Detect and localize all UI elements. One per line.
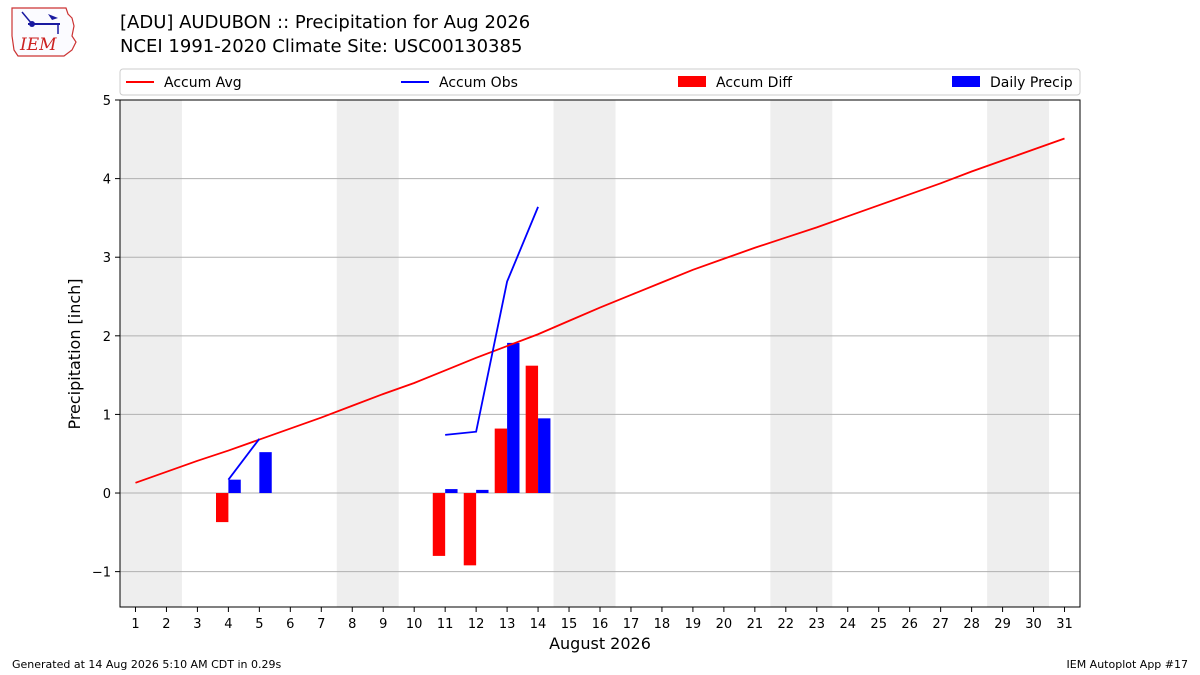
x-tick-label: 27	[932, 617, 949, 632]
footer-generated: Generated at 14 Aug 2026 5:10 AM CDT in …	[12, 658, 282, 671]
accum-obs-line	[445, 206, 539, 436]
daily-precip-bar	[476, 489, 489, 494]
accum-diff-bar	[525, 365, 539, 494]
iem-logo: IEM	[8, 6, 80, 62]
footer-app: IEM Autoplot App #17	[1066, 658, 1189, 671]
legend-swatch-accum-diff	[678, 76, 706, 87]
accum-diff-bar	[463, 493, 477, 566]
x-tick-label: 20	[716, 617, 733, 632]
accum-obs-line	[227, 438, 261, 481]
accum-avg-line	[135, 137, 1065, 484]
x-tick-label: 3	[193, 617, 201, 632]
y-tick-label: 0	[103, 487, 111, 502]
weekend-band	[770, 100, 833, 607]
y-tick-label: 4	[103, 173, 111, 188]
x-tick-label: 1	[131, 617, 139, 632]
chart-subtitle: NCEI 1991-2020 Climate Site: USC00130385	[120, 36, 523, 57]
legend-swatch-daily-precip	[952, 76, 980, 87]
x-tick-label: 18	[654, 617, 671, 632]
x-axis-label: August 2026	[549, 634, 651, 653]
daily-precip-bar	[445, 489, 458, 494]
legend-label: Accum Obs	[439, 75, 518, 91]
legend-label: Accum Avg	[164, 75, 242, 91]
legend: Accum Avg Accum Obs Accum Diff Daily Precip	[119, 68, 1081, 96]
x-tick-label: 22	[778, 617, 795, 632]
x-tick-label: 17	[623, 617, 640, 632]
x-tick-label: 14	[530, 617, 547, 632]
x-tick-label: 23	[809, 617, 826, 632]
x-tick-label: 26	[901, 617, 918, 632]
weekend-band	[120, 100, 182, 607]
x-tick-label: 24	[839, 617, 856, 632]
x-tick-label: 7	[317, 617, 325, 632]
accum-diff-bar	[216, 493, 229, 523]
chart-title: [ADU] AUDUBON :: Precipitation for Aug 2…	[120, 12, 531, 33]
x-tick-label: 10	[406, 617, 423, 632]
x-tick-label: 30	[1025, 617, 1042, 632]
x-tick-label: 8	[348, 617, 356, 632]
x-tick-label: 28	[963, 617, 980, 632]
x-tick-label: 29	[994, 617, 1011, 632]
x-tick-label: 5	[255, 617, 263, 632]
y-tick-label: 5	[103, 94, 111, 109]
legend-box	[119, 68, 1081, 96]
x-tick-label: 25	[870, 617, 887, 632]
x-tick-label: 9	[379, 617, 387, 632]
y-tick-label: 3	[103, 251, 111, 266]
y-axis-label: Precipitation [inch]	[65, 278, 84, 429]
x-tick-label: 11	[437, 617, 454, 632]
logo-text: IEM	[19, 35, 57, 55]
weekend-band	[553, 100, 616, 607]
x-tick-label: 4	[224, 617, 232, 632]
x-tick-label: 31	[1056, 617, 1073, 632]
x-tick-label: 2	[162, 617, 170, 632]
x-tick-label: 15	[561, 617, 578, 632]
x-tick-label: 13	[499, 617, 516, 632]
x-tick-label: 6	[286, 617, 294, 632]
daily-precip-bar	[259, 452, 272, 494]
x-tick-label: 16	[592, 617, 609, 632]
weekend-band	[336, 100, 399, 607]
daily-precip-bar	[538, 418, 551, 494]
daily-precip-bar	[228, 479, 241, 494]
accum-diff-bar	[494, 428, 508, 494]
y-tick-label: −1	[92, 566, 111, 581]
x-tick-label: 12	[468, 617, 485, 632]
legend-label: Accum Diff	[716, 75, 792, 91]
weekend-band	[987, 100, 1050, 607]
y-tick-label: 2	[103, 330, 111, 345]
legend-label: Daily Precip	[990, 75, 1073, 91]
x-tick-label: 19	[685, 617, 702, 632]
accum-diff-bar	[432, 493, 446, 556]
y-tick-label: 1	[103, 408, 111, 423]
daily-precip-bar	[507, 342, 520, 494]
x-tick-label: 21	[747, 617, 764, 632]
